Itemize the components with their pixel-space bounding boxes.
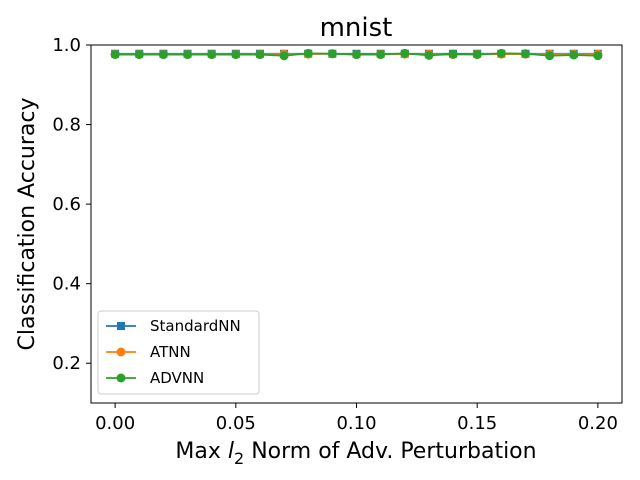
legend-box — [97, 310, 260, 395]
y-tick-label: 1.0 — [52, 35, 81, 56]
advnn-point — [183, 50, 193, 60]
advnn-point — [472, 50, 482, 60]
advnn-point — [303, 48, 313, 58]
advnn-point — [352, 50, 361, 60]
legend: StandardNN ATNN ADVNN — [97, 310, 260, 395]
legend-label: StandardNN — [150, 317, 241, 335]
x-tick-label: 0.05 — [216, 413, 256, 434]
legend-item-atnn: ATNN — [106, 343, 191, 361]
legend-item-advnn: ADVNN — [106, 369, 204, 387]
advnn-point — [158, 50, 168, 60]
advnn-point — [496, 48, 506, 58]
x-tick-label: 0.20 — [578, 413, 618, 434]
advnn-point — [593, 51, 603, 61]
advnn-point — [400, 48, 410, 58]
y-tick-label: 0.2 — [52, 353, 81, 374]
advnn-point — [545, 51, 555, 61]
x-axis-ticks: 0.00 0.05 0.10 0.15 0.20 — [95, 403, 618, 434]
legend-advnn-point — [116, 373, 126, 383]
x-axis-label-symbol: l — [228, 439, 234, 464]
y-tick-label: 0.6 — [52, 194, 81, 215]
y-axis-label: Classification Accuracy — [15, 98, 40, 351]
advnn-point — [279, 51, 289, 61]
x-axis-label-subscript: 2 — [234, 449, 244, 468]
chart-title: mnist — [320, 13, 393, 43]
advnn-point — [207, 50, 217, 60]
legend-item-standardnn: StandardNN — [106, 317, 241, 335]
advnn-point — [110, 50, 120, 60]
x-tick-label: 0.10 — [336, 413, 376, 434]
series-layer — [110, 48, 603, 61]
advnn-point — [327, 49, 337, 59]
advnn-point — [569, 50, 579, 60]
advnn-point — [376, 50, 386, 60]
advnn-point — [231, 50, 241, 60]
y-tick-label: 0.8 — [52, 115, 81, 136]
x-tick-label: 0.15 — [457, 413, 497, 434]
series-advnn — [110, 48, 603, 61]
advnn-point — [255, 50, 265, 60]
advnn-point — [520, 49, 530, 59]
advnn-point — [424, 50, 434, 60]
y-tick-label: 0.4 — [52, 274, 81, 295]
x-axis-label-suffix: Norm of Adv. Perturbation — [244, 439, 536, 464]
legend-atnn-point — [116, 347, 126, 357]
advnn-point — [134, 50, 144, 60]
legend-standardnn-point — [117, 322, 125, 330]
advnn-point — [448, 49, 458, 59]
legend-label: ADVNN — [150, 369, 204, 387]
x-axis-label: Max l2 Norm of Adv. Perturbation — [175, 439, 536, 468]
x-tick-label: 0.00 — [95, 413, 135, 434]
x-axis-label-prefix: Max — [175, 439, 227, 464]
y-axis-ticks: 0.2 0.4 0.6 0.8 1.0 — [52, 35, 91, 374]
legend-label: ATNN — [150, 343, 191, 361]
